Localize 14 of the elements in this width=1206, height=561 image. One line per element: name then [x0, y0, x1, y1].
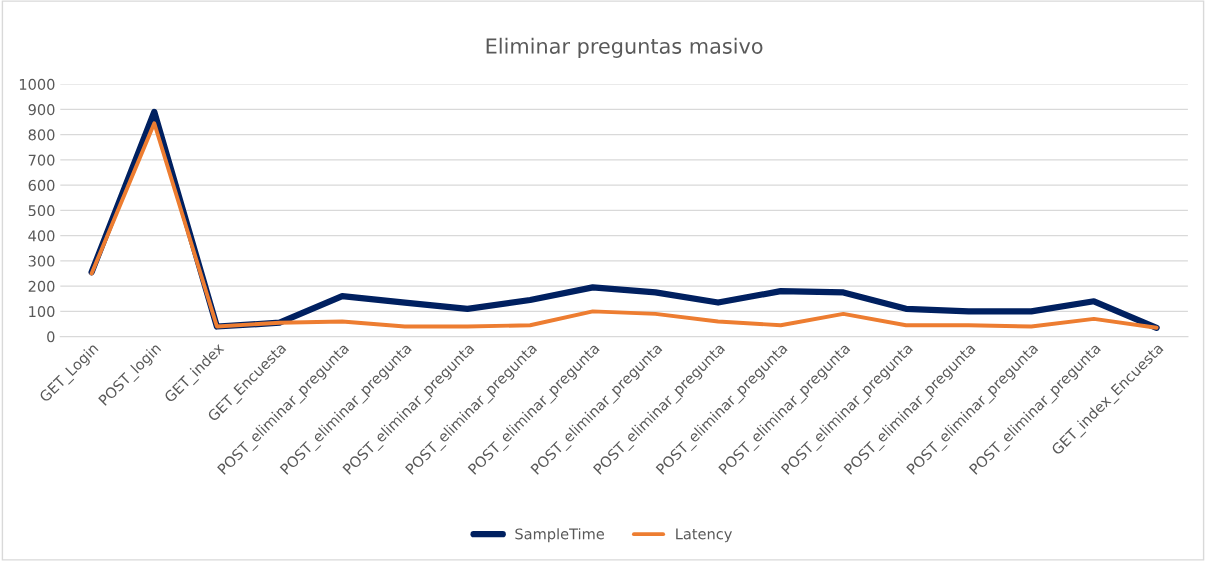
y-tick-label: 600 [28, 179, 55, 191]
y-tick-label: 1000 [19, 78, 55, 90]
legend-label: SampleTime [515, 528, 604, 543]
y-tick-label: 700 [28, 154, 55, 166]
y-tick-label: 300 [28, 255, 55, 267]
y-tick-label: 800 [28, 129, 55, 141]
y-tick-label: 200 [28, 280, 55, 292]
y-tick-label: 500 [28, 205, 55, 217]
y-tick-label: 0 [47, 331, 55, 343]
y-tick-label: 400 [28, 230, 55, 242]
legend-label: Latency [676, 528, 732, 543]
y-tick-label: 100 [29, 306, 55, 318]
chart-title: Eliminar preguntas masivo [486, 37, 763, 58]
y-tick-label: 900 [28, 104, 55, 116]
